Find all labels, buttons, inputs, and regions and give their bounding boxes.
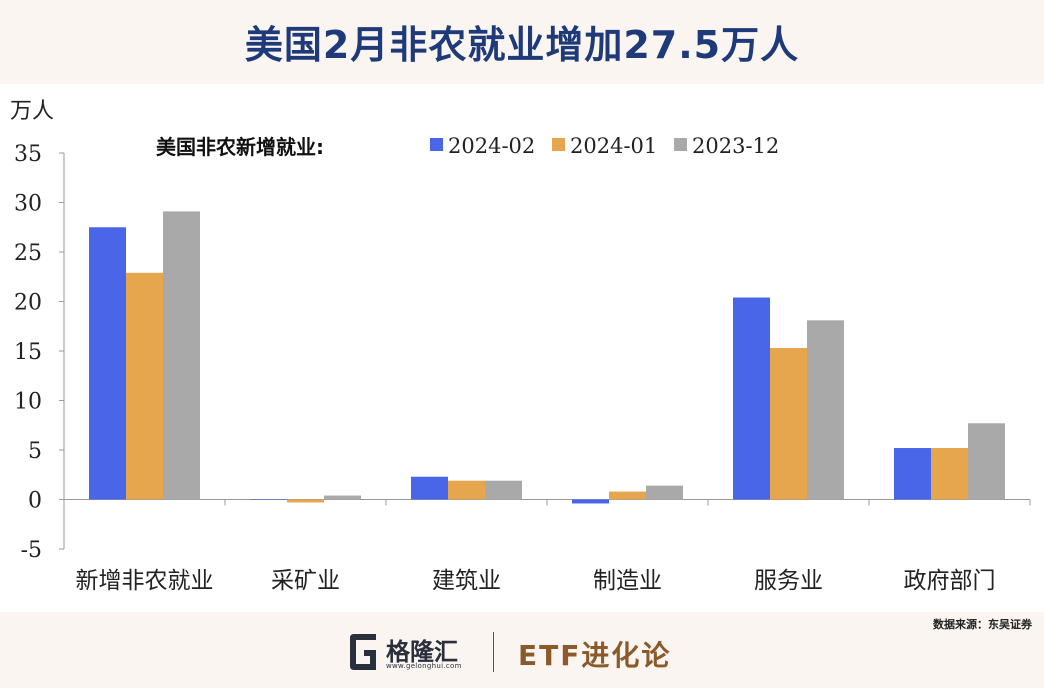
bar-2024-01 bbox=[448, 480, 485, 500]
x-tick-label: 建筑业 bbox=[432, 568, 501, 594]
bar-2024-02 bbox=[572, 499, 609, 504]
legend-title: 美国非农新增就业: bbox=[156, 135, 324, 159]
bar-2023-12 bbox=[968, 423, 1005, 500]
brand-url: www.gelonghui.com bbox=[386, 662, 462, 670]
y-tick-label: 35 bbox=[14, 142, 42, 167]
y-tick-label: 15 bbox=[14, 340, 42, 365]
bar-2023-12 bbox=[646, 485, 683, 500]
legend-swatch bbox=[552, 138, 565, 151]
bar-2024-02 bbox=[733, 297, 770, 500]
y-tick-label: 0 bbox=[28, 489, 42, 514]
legend-swatch bbox=[430, 138, 443, 151]
x-tick-label: 服务业 bbox=[754, 568, 823, 594]
x-tick-label: 新增非农就业 bbox=[76, 568, 214, 594]
bar-2024-02 bbox=[250, 499, 287, 500]
bar-2023-12 bbox=[324, 495, 361, 500]
page-title: 美国2月非农就业增加27.5万人 bbox=[244, 23, 800, 67]
legend-item-label: 2024-01 bbox=[570, 134, 657, 158]
x-tick-label: 政府部门 bbox=[904, 568, 996, 594]
y-axis-label: 万人 bbox=[10, 99, 54, 124]
footer: 格隆汇 www.gelonghui.com ETF进化论 bbox=[0, 628, 1044, 682]
gelonghui-logo-icon bbox=[350, 634, 376, 670]
legend-swatch bbox=[674, 138, 687, 151]
chart-panel: -5 0 5 10 15 20 25 30 35 万人新增非农就业 采矿业 建筑业 制造业 服务业 政府部门… bbox=[0, 84, 1044, 612]
y-tick-label: 10 bbox=[14, 390, 42, 415]
bar-2023-12 bbox=[163, 211, 200, 500]
x-tick-label: 采矿业 bbox=[271, 568, 340, 594]
bar-2023-12 bbox=[807, 320, 844, 500]
bar-2024-02 bbox=[89, 227, 126, 500]
legend-item-label: 2023-12 bbox=[692, 134, 779, 158]
x-tick-label: 制造业 bbox=[593, 568, 662, 594]
y-tick-label: 5 bbox=[28, 439, 42, 464]
bar-2024-02 bbox=[894, 448, 931, 500]
y-tick-label: -5 bbox=[21, 538, 42, 563]
bar-2024-01 bbox=[931, 448, 968, 500]
bar-2024-01 bbox=[609, 491, 646, 500]
bar-2024-01 bbox=[126, 272, 163, 500]
etf-brand-label: ETF进化论 bbox=[518, 639, 672, 672]
bar-2024-02 bbox=[411, 476, 448, 500]
y-tick-label: 25 bbox=[14, 241, 42, 266]
bar-2024-01 bbox=[287, 499, 324, 503]
bar-2023-12 bbox=[485, 480, 522, 500]
footer-divider bbox=[493, 632, 494, 672]
y-tick-label: 20 bbox=[14, 291, 42, 316]
bar-2024-01 bbox=[770, 348, 807, 500]
data-source-note: 数据来源：东吴证券 bbox=[933, 618, 1032, 631]
legend-item-label: 2024-02 bbox=[448, 134, 535, 158]
y-tick-label: 30 bbox=[14, 192, 42, 217]
brand-name: 格隆汇 bbox=[386, 638, 458, 666]
